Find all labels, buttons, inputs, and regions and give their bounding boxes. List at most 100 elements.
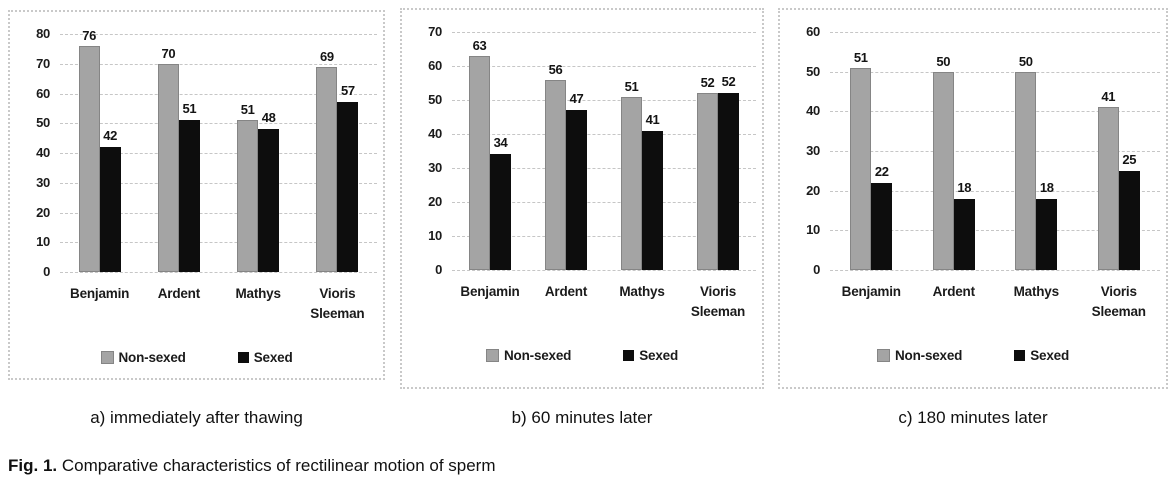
bar-value-label: 47 [569,91,584,107]
bar-value-label: 52 [700,75,715,91]
gridline [60,272,377,273]
bar-sexed: 25 [1118,152,1140,270]
y-tick-label: 0 [435,262,442,277]
bar-non-sexed: 51 [621,79,642,270]
gridline [60,182,377,184]
y-tick-label: 80 [36,26,50,41]
gridline [830,71,1160,73]
bar-sexed: 42 [99,128,121,272]
legend-swatch-icon [877,349,890,362]
bar-value-label: 57 [340,83,355,99]
category-label: Mathys [235,286,281,301]
bar-value-label: 22 [874,163,889,179]
legend-label: Non-sexed [504,348,572,363]
chart-panel-180-minutes-later: 0 10 20 30 40 50 60 51 22 50 18 50 18 41 25 Benjamin A… [778,8,1168,389]
y-tick-label: 50 [806,63,820,79]
y-tick-label: 40 [428,126,442,141]
gridline [60,153,377,154]
y-tick-label: 70 [36,55,50,71]
chart-legend: Non-sexed Sexed [780,348,1166,363]
bars-layer: 51 22 50 18 50 18 41 25 [830,32,1160,270]
category-label: Ardent [544,284,588,299]
category-label: Vioris Sleeman [690,284,746,319]
gridline [830,111,1160,113]
bar-group: 51 48 [237,34,280,272]
y-tick-label: 20 [806,182,820,198]
gridline [452,202,756,203]
legend-swatch-icon [623,350,635,361]
bar-sexed: 22 [871,164,893,270]
bar-value-label: 69 [319,48,334,64]
bar-value-label: 76 [82,27,97,43]
gridline-layer [60,34,377,273]
y-tick-label: 60 [36,85,50,101]
legend-item-non-sexed: Non-sexed [877,348,962,363]
category-label: Ardent [932,284,976,299]
gridline [60,212,377,214]
bar-non-sexed: 76 [78,28,100,272]
y-tick-label: 30 [806,143,820,158]
legend-swatch-icon [486,349,499,362]
chart-legend: Non-sexed Sexed [402,348,762,363]
gridline-layer [452,32,756,271]
bar-group: 50 18 [932,32,975,270]
y-axis: 0 10 20 30 40 50 60 [782,24,824,277]
figure-caption-text: Comparative characteristics of rectiline… [57,456,496,475]
legend-label: Non-sexed [895,348,963,363]
bar-value-label: 51 [182,101,197,117]
category-label: Benjamin [70,286,130,301]
bar-non-sexed: 51 [237,102,259,272]
bar-value-label: 50 [936,53,951,69]
legend-label: Sexed [639,348,678,363]
subcaption-b: b) 60 minutes later [511,408,653,427]
bar-group-mathys: 51 48 [219,34,298,272]
bar-value-label: 51 [624,78,639,94]
bar-sexed: 18 [953,180,975,270]
bar-value-label: 52 [721,74,736,90]
bar-group-vioris-sleeman: 52 52 [680,32,756,270]
bar-non-sexed: 50 [932,54,954,270]
gridline [830,32,1160,33]
legend-label: Sexed [253,350,293,365]
legend-label: Sexed [1030,348,1069,363]
y-tick-label: 20 [428,194,442,209]
bar-group: 51 41 [621,32,663,270]
legend-item-sexed: Sexed [623,348,678,363]
category-label: Vioris Sleeman [1091,284,1146,319]
chart-panel-immediately-after-thawing: 0 10 20 30 40 50 60 70 80 76 42 70 51 51 48 69 57 Benja… [8,10,385,380]
legend-item-sexed: Sexed [237,350,293,365]
y-tick-label: 60 [806,24,820,39]
y-tick-label: 30 [428,160,442,175]
y-tick-label: 10 [36,234,50,250]
category-label: Mathys [619,284,665,299]
bar-sexed: 34 [490,135,511,270]
gridline [452,236,756,237]
bar-group: 52 52 [697,32,739,270]
bar-group: 76 42 [78,28,121,272]
bar-value-label: 41 [1101,89,1116,105]
bar-non-sexed: 69 [316,49,338,272]
gridline [60,242,377,244]
y-tick-label: 50 [428,92,442,107]
gridline [830,230,1160,232]
category-label: Benjamin [841,284,901,299]
gridline [830,190,1160,192]
bar-value-label: 50 [1018,53,1033,69]
bar-group-mathys: 51 41 [604,32,680,270]
bar-value-label: 70 [161,45,176,61]
y-tick-label: 20 [36,204,50,220]
y-tick-label: 10 [806,222,820,238]
bar-value-label: 34 [493,135,508,151]
category-label: Ardent [157,286,201,301]
gridline [60,63,377,65]
y-tick-label: 0 [43,264,50,279]
y-tick-label: 50 [36,115,50,131]
category-label: Benjamin [460,284,520,299]
y-tick-label: 40 [36,145,50,160]
gridline [452,270,756,271]
subcaption-a: a) immediately after thawing [90,408,303,427]
x-axis-category-labels: Benjamin Ardent Mathys Vioris Sleeman [60,284,377,323]
legend-swatch-icon [1014,350,1026,361]
bar-group-ardent: 56 47 [528,32,604,270]
bar-group-ardent: 70 51 [139,34,218,272]
